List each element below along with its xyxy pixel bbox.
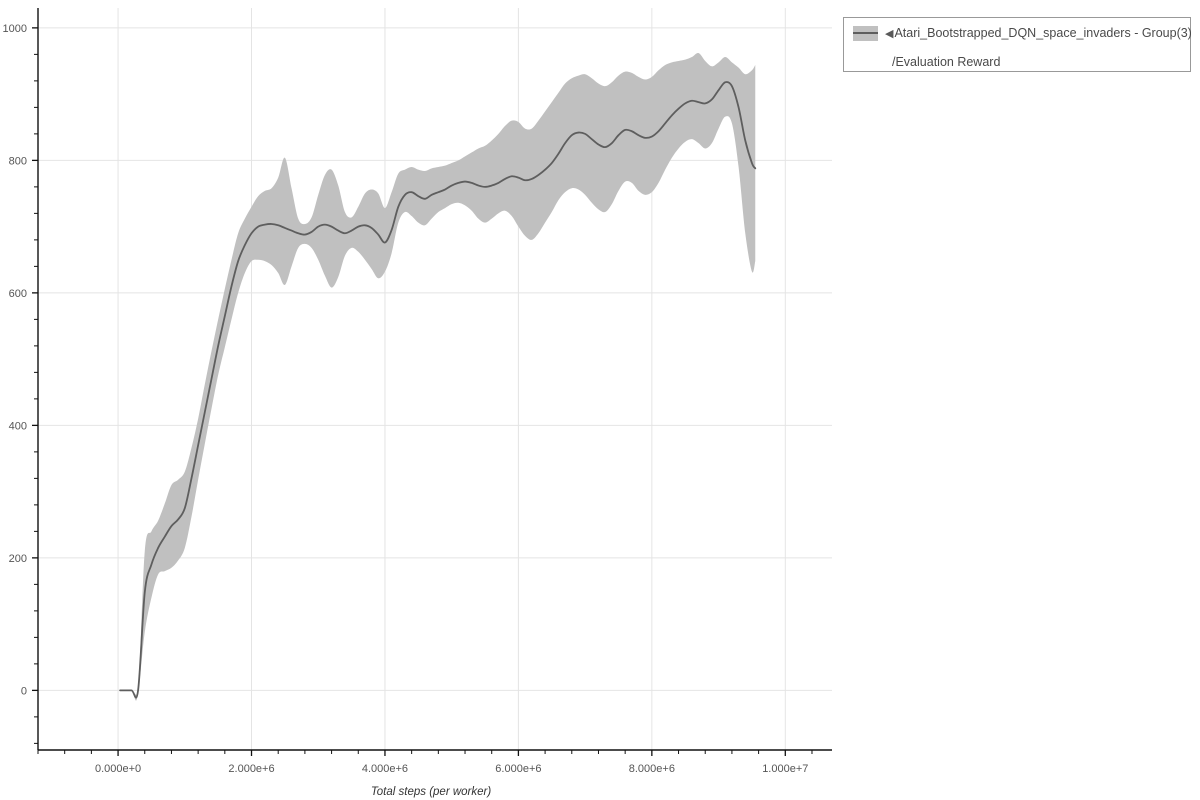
chart-legend[interactable]: ◀Atari_Bootstrapped_DQN_space_invaders -… — [843, 17, 1192, 72]
legend-label-line2: /Evaluation Reward — [892, 55, 1001, 69]
y-axis-tick-label: 600 — [9, 288, 27, 300]
y-axis-tick-label: 400 — [9, 420, 27, 432]
x-axis-tick-label: 4.000e+6 — [362, 763, 408, 775]
x-axis-tick-label: 6.000e+6 — [495, 763, 541, 775]
axes-group — [32, 8, 832, 756]
x-axis-title: Total steps (per worker) — [371, 786, 492, 798]
y-axis-tick-label: 800 — [9, 155, 27, 167]
legend-entry[interactable]: ◀Atari_Bootstrapped_DQN_space_invaders -… — [853, 24, 1192, 42]
legend-label-line1: ◀Atari_Bootstrapped_DQN_space_invaders -… — [885, 26, 1192, 40]
confidence-band — [120, 52, 756, 701]
confidence-band-group — [120, 52, 756, 701]
x-axis-tick-label: 2.000e+6 — [228, 763, 274, 775]
data-line — [119, 81, 757, 699]
legend-color-swatch — [853, 26, 878, 41]
y-axis-tick-label: 0 — [21, 685, 27, 697]
left-triangle-marker-icon: ◀ — [885, 28, 894, 40]
legend-series-name: Atari_Bootstrapped_DQN_space_invaders - … — [894, 26, 1192, 40]
y-axis-tick-label: 1000 — [3, 23, 27, 35]
y-axis-tick-label: 200 — [9, 553, 27, 565]
x-axis-tick-label: 1.000e+7 — [762, 763, 808, 775]
tick-labels-group: 0 200 400 600 800 1000 0.000e+0 2.000e+6 4.000e+… — [3, 23, 809, 775]
x-axis-tick-label: 8.000e+6 — [629, 763, 675, 775]
x-axis-tick-label: 0.000e+0 — [95, 763, 141, 775]
legend-label-wrap: ◀Atari_Bootstrapped_DQN_space_invaders -… — [885, 24, 1192, 42]
data-line-group — [119, 81, 757, 699]
